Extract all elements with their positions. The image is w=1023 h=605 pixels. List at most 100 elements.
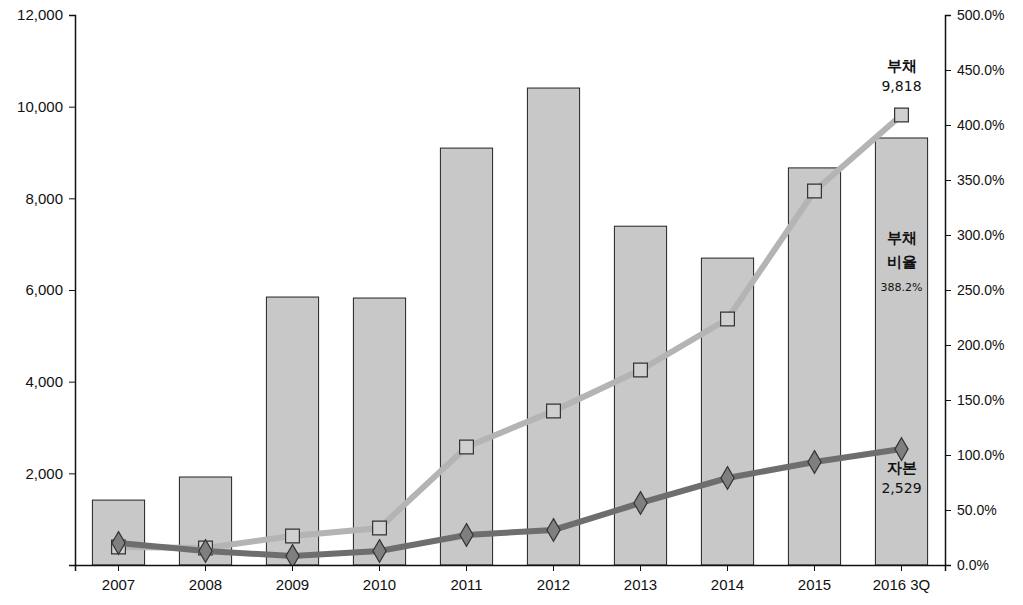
tick: 2009 xyxy=(276,565,309,593)
tick-mark xyxy=(118,565,119,571)
marker xyxy=(460,440,474,454)
bar xyxy=(875,138,927,565)
data-label: 388.2% xyxy=(881,281,923,294)
tick-mark xyxy=(945,180,951,181)
tick-label: 200.0% xyxy=(957,337,1004,353)
marker xyxy=(721,467,734,490)
tick: 2007 xyxy=(102,565,135,593)
axis: 0.0% 50.0% 100.0% 150.0% 200.0% 250.0% 300.0% 3… xyxy=(945,7,1004,573)
tick: 10,000 xyxy=(17,98,75,115)
bar xyxy=(701,258,753,565)
bar xyxy=(614,226,666,565)
axis: 2007 2008 2009 2010 2011 2012 2013 2014 2015 2016… xyxy=(76,565,946,593)
tick-mark xyxy=(945,15,951,16)
tick-label: 50.0% xyxy=(957,502,997,518)
marker xyxy=(373,540,386,563)
annotations: 부채비율388.2%부채9,818자본2,529 xyxy=(881,57,923,496)
tick-label: 2013 xyxy=(624,576,657,593)
marker xyxy=(286,545,299,565)
tick: 50.0% xyxy=(945,502,997,518)
tick-label: 0.0% xyxy=(957,557,989,573)
tick-mark xyxy=(945,290,951,291)
plot: 부채비율388.2%부채9,818자본2,5292,0004,0006,0008… xyxy=(17,6,1004,592)
tick-label: 2015 xyxy=(798,576,831,593)
tick: 400.0% xyxy=(945,117,1004,133)
axis: 2,0004,0006,0008,00010,00012,000 xyxy=(17,6,75,565)
tick: 2011 xyxy=(450,565,482,593)
bar xyxy=(527,88,579,565)
tick: 450.0% xyxy=(945,62,1004,78)
tick-mark xyxy=(945,400,951,401)
tick-mark xyxy=(945,70,951,71)
tick-mark xyxy=(466,565,467,571)
tick: 8,000 xyxy=(25,190,75,207)
tick: 0.0% xyxy=(945,557,989,573)
tick-label: 150.0% xyxy=(957,392,1004,408)
tick-mark xyxy=(814,565,815,571)
tick-label: 12,000 xyxy=(17,6,63,23)
tick-mark xyxy=(69,198,75,199)
chart: 부채비율388.2%부채9,818자본2,5292,0004,0006,0008… xyxy=(0,0,1023,605)
tick-label: 2010 xyxy=(363,576,396,593)
tick: 2012 xyxy=(537,565,570,593)
marker xyxy=(895,108,909,122)
tick-label: 10,000 xyxy=(17,98,63,115)
marker xyxy=(199,540,212,563)
marker xyxy=(547,404,561,418)
marker xyxy=(286,529,300,543)
tick-label: 6,000 xyxy=(25,281,63,298)
marker xyxy=(112,532,125,555)
axis-line xyxy=(946,16,952,566)
tick-mark xyxy=(69,473,75,474)
tick: 12,000 xyxy=(17,6,75,23)
tick: 2010 xyxy=(363,565,396,593)
tick-mark xyxy=(901,565,902,571)
tick-mark xyxy=(69,290,75,291)
tick-mark xyxy=(553,565,554,571)
tick-label: 4,000 xyxy=(25,373,63,390)
tick: 6,000 xyxy=(25,281,75,298)
tick-label: 450.0% xyxy=(957,62,1004,78)
bar xyxy=(353,298,405,565)
marks xyxy=(92,88,927,565)
tick: 200.0% xyxy=(945,337,1004,353)
series-name: 부채 xyxy=(887,57,917,75)
tick: 2013 xyxy=(624,565,657,593)
tick-label: 300.0% xyxy=(957,227,1004,243)
marker xyxy=(721,312,735,326)
marker xyxy=(547,519,560,542)
tick: 300.0% xyxy=(945,227,1004,243)
axis-line xyxy=(69,16,76,566)
tick-mark xyxy=(69,382,75,383)
tick-label: 100.0% xyxy=(957,447,1004,463)
bar xyxy=(266,297,318,565)
tick-mark xyxy=(945,235,951,236)
marker xyxy=(634,492,647,515)
marker xyxy=(634,363,648,377)
markers xyxy=(112,438,908,565)
marker xyxy=(808,451,821,474)
markers xyxy=(112,108,909,555)
tick-mark xyxy=(945,455,951,456)
tick-mark xyxy=(945,125,951,126)
tick: 500.0% xyxy=(945,7,1004,23)
tick-label: 2008 xyxy=(189,576,222,593)
tick: 250.0% xyxy=(945,282,1004,298)
tick: 350.0% xyxy=(945,172,1004,188)
marker xyxy=(460,524,473,547)
data-label: 9,818 xyxy=(881,78,921,94)
tick-label: 2016 3Q xyxy=(873,576,931,593)
tick-mark xyxy=(727,565,728,571)
series-name: 부채비율 xyxy=(887,229,917,271)
tick: 2008 xyxy=(189,565,222,593)
tick-label: 2014 xyxy=(711,576,744,593)
tick-mark xyxy=(945,510,951,511)
series-name: 자본 xyxy=(887,459,917,477)
tick-mark xyxy=(205,565,206,571)
tick-label: 400.0% xyxy=(957,117,1004,133)
tick-label: 2007 xyxy=(102,576,135,593)
tick-label: 8,000 xyxy=(25,190,63,207)
tick-mark xyxy=(640,565,641,571)
marker xyxy=(373,521,387,535)
bar xyxy=(788,168,840,565)
